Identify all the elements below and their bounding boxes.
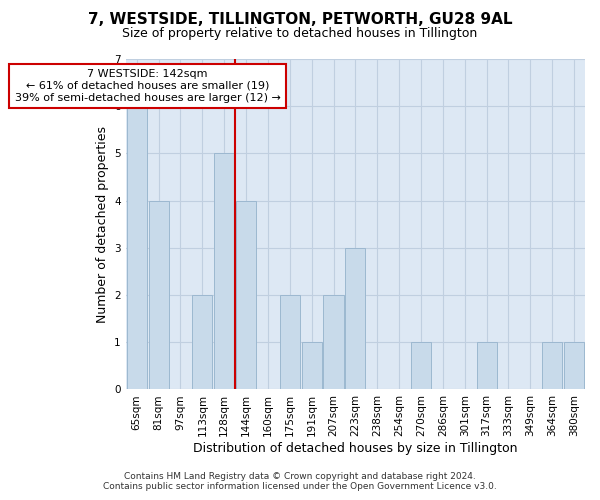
Bar <box>149 200 169 390</box>
Bar <box>346 248 365 390</box>
Bar <box>127 106 147 390</box>
Text: 7 WESTSIDE: 142sqm
← 61% of detached houses are smaller (19)
39% of semi-detache: 7 WESTSIDE: 142sqm ← 61% of detached hou… <box>15 70 281 102</box>
Bar <box>476 342 497 390</box>
Bar <box>236 200 256 390</box>
Text: 7, WESTSIDE, TILLINGTON, PETWORTH, GU28 9AL: 7, WESTSIDE, TILLINGTON, PETWORTH, GU28 … <box>88 12 512 28</box>
X-axis label: Distribution of detached houses by size in Tillington: Distribution of detached houses by size … <box>193 442 518 455</box>
Bar <box>542 342 562 390</box>
Bar <box>302 342 322 390</box>
Bar <box>323 295 344 390</box>
Text: Size of property relative to detached houses in Tillington: Size of property relative to detached ho… <box>122 28 478 40</box>
Bar <box>411 342 431 390</box>
Text: Contains HM Land Registry data © Crown copyright and database right 2024.
Contai: Contains HM Land Registry data © Crown c… <box>103 472 497 491</box>
Bar <box>214 154 234 390</box>
Bar <box>564 342 584 390</box>
Y-axis label: Number of detached properties: Number of detached properties <box>96 126 109 322</box>
Bar <box>192 295 212 390</box>
Bar <box>280 295 300 390</box>
